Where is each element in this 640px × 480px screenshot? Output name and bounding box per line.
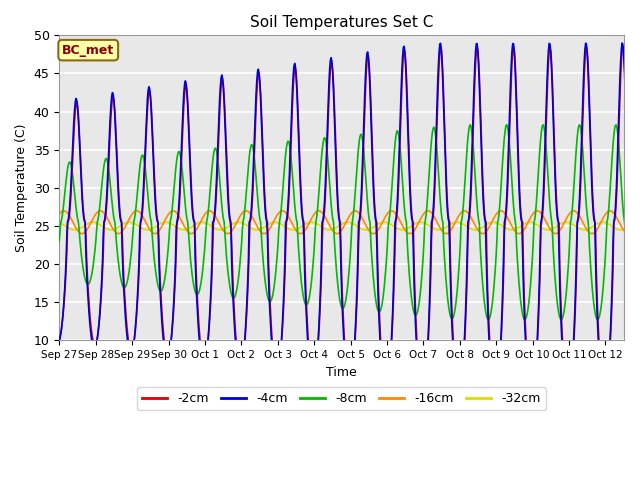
X-axis label: Time: Time — [326, 366, 357, 379]
Legend: -2cm, -4cm, -8cm, -16cm, -32cm: -2cm, -4cm, -8cm, -16cm, -32cm — [138, 387, 546, 410]
Title: Soil Temperatures Set C: Soil Temperatures Set C — [250, 15, 433, 30]
Text: BC_met: BC_met — [62, 44, 115, 57]
Y-axis label: Soil Temperature (C): Soil Temperature (C) — [15, 124, 28, 252]
